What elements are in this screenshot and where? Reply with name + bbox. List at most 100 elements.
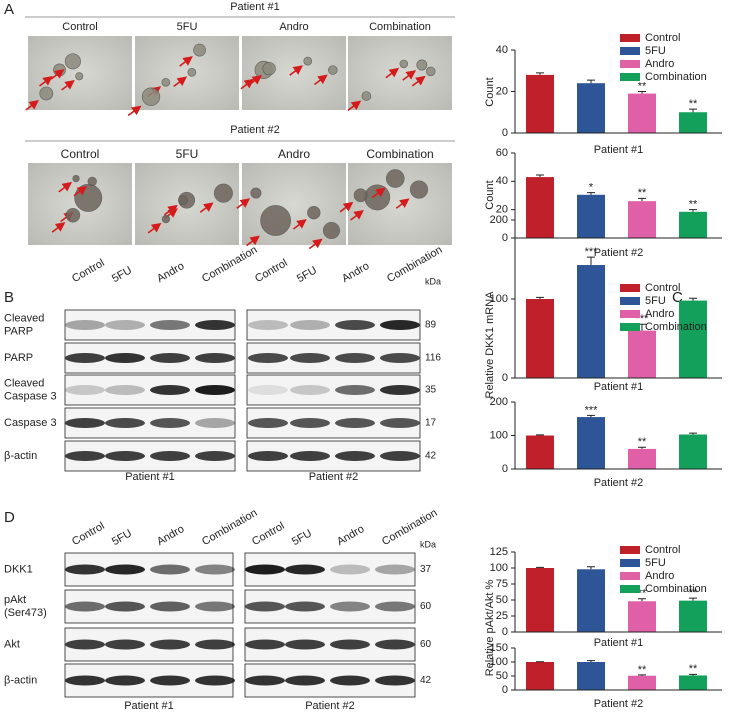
band	[380, 418, 420, 428]
band	[330, 639, 370, 650]
y-tick-label: 200	[490, 396, 508, 408]
row-label: pAkt	[4, 594, 26, 606]
weight-label: 116	[425, 353, 441, 364]
legend-label: Combination	[645, 583, 707, 595]
row-label: (Ser473)	[4, 607, 47, 619]
band	[285, 675, 325, 686]
panel-label: D	[4, 509, 15, 526]
significance: **	[638, 187, 647, 199]
arrow	[199, 202, 214, 213]
panel-label: A	[4, 1, 14, 18]
band	[245, 601, 285, 612]
lane-label: 5FU	[110, 264, 134, 285]
band	[290, 451, 330, 461]
legend-swatch	[620, 284, 640, 292]
bar	[577, 265, 605, 378]
spheroid	[416, 59, 428, 71]
arrow	[350, 210, 364, 221]
band	[195, 564, 235, 575]
band	[248, 451, 288, 461]
weight-label: 37	[420, 564, 432, 575]
row-label: β-actin	[4, 674, 37, 686]
y-tick-label: 200	[490, 214, 508, 226]
band	[65, 639, 105, 650]
lane-label: Combination	[200, 244, 259, 285]
unit-label: kDa	[425, 276, 441, 286]
significance: **	[638, 436, 647, 448]
band	[290, 385, 330, 395]
y-tick-label: 0	[502, 127, 508, 139]
y-tick-label: 40	[496, 175, 508, 187]
panel-label: C	[672, 289, 683, 306]
spheroid	[425, 66, 436, 77]
y-tick-label: 100	[490, 429, 508, 441]
y-tick-label: 125	[490, 546, 508, 558]
spheroid	[361, 91, 372, 101]
band	[335, 385, 375, 395]
x-axis-label: Patient #2	[594, 477, 644, 489]
arrow	[411, 75, 426, 87]
patient-header: Patient #2	[230, 124, 280, 136]
error-bar	[536, 434, 544, 436]
significance: **	[638, 588, 647, 600]
spheroid	[260, 205, 291, 236]
band	[150, 418, 190, 428]
column-label: Combination	[369, 21, 431, 33]
arrow	[51, 222, 66, 233]
bar	[577, 83, 605, 133]
spheroid	[161, 77, 171, 87]
weight-label: 89	[425, 320, 437, 331]
column-label: 5FU	[177, 21, 198, 33]
band	[245, 639, 285, 650]
band	[65, 418, 105, 428]
lane-label: 5FU	[110, 527, 134, 548]
spheroid	[193, 43, 206, 57]
band	[375, 639, 415, 650]
legend-swatch	[620, 559, 640, 567]
y-tick-label: 0	[502, 626, 508, 638]
row-label: Caspase 3	[4, 390, 57, 402]
band	[150, 385, 190, 395]
arrow	[347, 100, 362, 112]
band	[335, 353, 375, 363]
arrow	[248, 74, 263, 86]
band	[105, 601, 145, 612]
spheroid	[39, 86, 54, 101]
bar	[679, 300, 707, 378]
y-tick-label: 0	[502, 232, 508, 244]
band	[375, 675, 415, 686]
row-label: Akt	[4, 638, 20, 650]
lane-label: 5FU	[290, 527, 314, 548]
arrow	[395, 198, 410, 209]
error-bar	[536, 72, 544, 75]
bar	[628, 675, 656, 690]
blot-footer: Patient #1	[125, 471, 175, 483]
bar	[526, 299, 554, 378]
legend-swatch	[620, 34, 640, 42]
lane-label: Control	[250, 520, 287, 548]
lane-label: Andro	[340, 260, 371, 285]
band	[245, 675, 285, 686]
arrow	[179, 56, 193, 67]
spheroid	[328, 65, 338, 75]
lane-label: Control	[253, 257, 290, 285]
blot-footer: Patient #2	[309, 471, 359, 483]
lane-label: Andro	[155, 260, 186, 285]
band	[65, 385, 105, 395]
y-tick-label: 40	[496, 44, 508, 56]
error-bar	[689, 432, 697, 435]
significance: **	[689, 587, 698, 599]
bar	[679, 434, 707, 469]
arrow	[173, 76, 188, 88]
weight-label: 35	[425, 385, 437, 396]
band	[375, 564, 415, 575]
band	[335, 418, 375, 428]
legend-swatch	[620, 585, 640, 593]
legend-swatch	[620, 310, 640, 318]
error-bar	[689, 597, 697, 601]
y-axis-label: Relative pAkt/Akt %	[484, 579, 496, 676]
bar	[628, 93, 656, 133]
weight-label: 60	[420, 639, 432, 650]
y-tick-label: 0	[502, 463, 508, 475]
error-bar	[536, 566, 544, 568]
